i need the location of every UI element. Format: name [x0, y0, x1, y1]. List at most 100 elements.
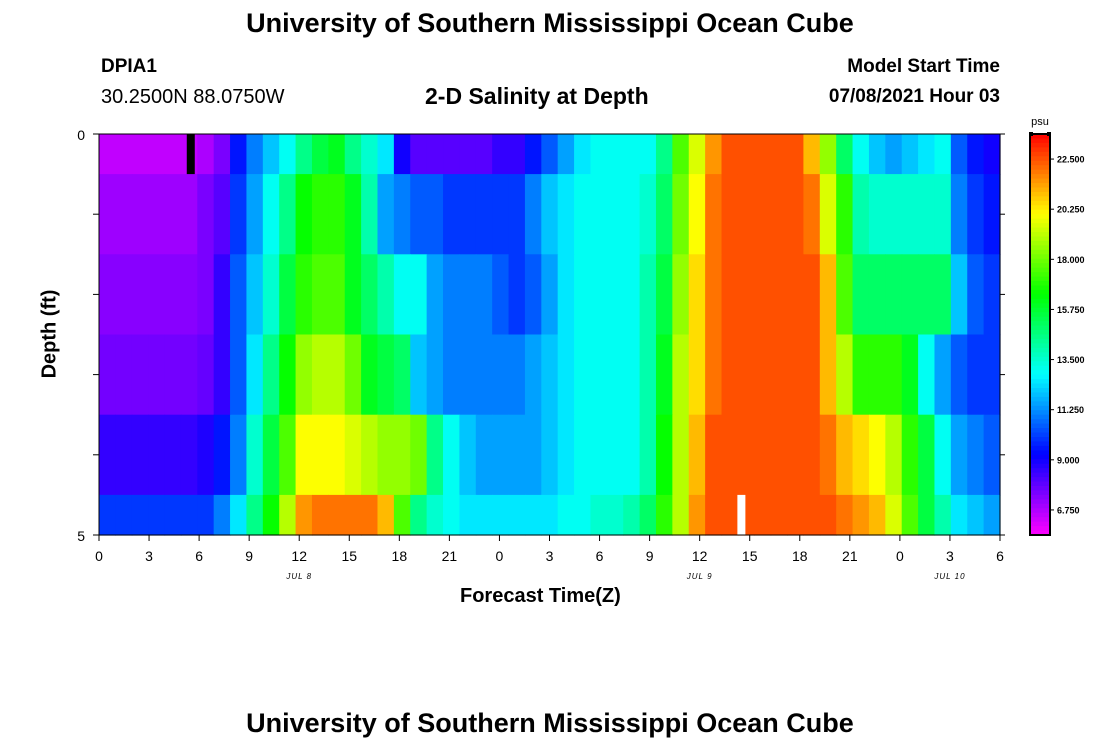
- heatmap-cell: [623, 134, 641, 175]
- heatmap-cell: [803, 494, 821, 536]
- heatmap-cell: [754, 494, 772, 536]
- heatmap-cell: [115, 134, 133, 175]
- colorbar-segment: [1030, 289, 1050, 295]
- heatmap-cell: [492, 334, 510, 416]
- heatmap-cell: [983, 174, 1001, 255]
- heatmap-cell: [934, 254, 952, 336]
- heatmap-cell: [655, 174, 673, 255]
- x-tick-label: 12: [692, 548, 708, 564]
- colorbar-segment: [1030, 209, 1050, 215]
- heatmap-cell: [655, 334, 673, 416]
- heatmap-cell: [541, 134, 559, 175]
- heatmap-cell: [852, 134, 870, 175]
- colorbar-segment: [1030, 147, 1050, 153]
- colorbar-segment: [1030, 245, 1050, 251]
- heatmap-cell: [115, 414, 133, 496]
- colorbar-segment: [1030, 325, 1050, 331]
- colorbar-segment: [1030, 445, 1050, 451]
- heatmap-cell: [262, 414, 280, 496]
- heatmap-cell: [852, 254, 870, 336]
- colorbar-segment: [1030, 383, 1050, 389]
- colorbar-segment: [1030, 183, 1050, 189]
- heatmap-cell: [541, 174, 559, 255]
- heatmap-cell: [705, 334, 723, 416]
- date-label: JUL 8: [285, 572, 312, 581]
- heatmap-cell: [705, 134, 723, 175]
- colorbar-segment: [1030, 450, 1050, 456]
- heatmap-cell: [344, 334, 362, 416]
- heatmap-cell: [328, 254, 346, 336]
- heatmap-cell: [328, 414, 346, 496]
- heatmap-cell: [590, 494, 608, 536]
- heatmap-cell: [574, 174, 592, 255]
- heatmap-cell: [279, 494, 297, 536]
- heatmap-cell: [393, 494, 411, 536]
- heatmap-cell: [279, 134, 297, 175]
- heatmap-cell: [754, 174, 772, 255]
- heatmap-cell: [688, 134, 706, 175]
- heatmap-cell: [606, 174, 624, 255]
- colorbar-segment: [1030, 347, 1050, 353]
- heatmap-cell: [705, 174, 723, 255]
- heatmap-cell: [836, 174, 854, 255]
- station-coordinates: 30.2500N 88.0750W: [101, 86, 285, 108]
- heatmap-cell: [279, 334, 297, 416]
- x-tick-label: 6: [996, 548, 1004, 564]
- heatmap-cell: [934, 414, 952, 496]
- heatmap-cell: [852, 494, 870, 536]
- colorbar-segment: [1030, 276, 1050, 282]
- heatmap-cell: [377, 174, 395, 255]
- heatmap-cell: [295, 134, 313, 175]
- heatmap-cell: [541, 494, 559, 536]
- heatmap-cell: [524, 494, 542, 536]
- heatmap-cell: [590, 334, 608, 416]
- heatmap-cell: [967, 254, 985, 336]
- heatmap-cell: [361, 134, 379, 175]
- heatmap-cell: [541, 414, 559, 496]
- heatmap-cell: [557, 334, 575, 416]
- heatmap-cell: [164, 494, 182, 536]
- heatmap-cell: [328, 334, 346, 416]
- heatmap-cell: [639, 494, 657, 536]
- colorbar-segment: [1030, 517, 1050, 523]
- heatmap-cell: [770, 334, 788, 416]
- x-tick-label: 6: [596, 548, 604, 564]
- colorbar-segment: [1030, 387, 1050, 394]
- heatmap-cell: [721, 414, 739, 496]
- heatmap-cell: [721, 494, 739, 536]
- heatmap-cell: [393, 174, 411, 255]
- heatmap-cell: [344, 494, 362, 536]
- heatmap-cell: [721, 334, 739, 416]
- heatmap-cell: [459, 174, 477, 255]
- heatmap-cell: [410, 134, 428, 175]
- colorbar-tick-label: 6.750: [1057, 505, 1080, 515]
- colorbar-segment: [1030, 463, 1050, 469]
- colorbar-segment: [1030, 410, 1050, 416]
- colorbar-segment: [1030, 160, 1050, 166]
- heatmap-cell: [393, 334, 411, 416]
- heatmap-cell: [983, 494, 1001, 536]
- heatmap-cell: [737, 134, 755, 175]
- heatmap-cell: [557, 414, 575, 496]
- colorbar-segment: [1030, 134, 1050, 140]
- heatmap-cell: [295, 334, 313, 416]
- heatmap-cell: [311, 134, 329, 175]
- heatmap-cell: [934, 494, 952, 536]
- heatmap-cell: [885, 334, 903, 416]
- heatmap-cell: [426, 414, 444, 496]
- missing-data-marker: [737, 494, 746, 535]
- footer-title: University of Southern Mississippi Ocean…: [246, 708, 854, 738]
- colorbar-segment: [1030, 361, 1050, 367]
- colorbar-segment: [1030, 436, 1050, 443]
- heatmap-cell: [803, 174, 821, 255]
- x-axis-label: Forecast Time(Z): [460, 585, 621, 607]
- heatmap-cell: [836, 254, 854, 336]
- heatmap-cell: [524, 134, 542, 175]
- heatmap-cell: [213, 414, 231, 496]
- heatmap-cell: [803, 254, 821, 336]
- colorbar-segment: [1030, 138, 1050, 144]
- heatmap-cell: [983, 414, 1001, 496]
- x-tick-label: 0: [95, 548, 103, 564]
- heatmap-cell: [606, 494, 624, 536]
- heatmap-cell: [475, 134, 493, 175]
